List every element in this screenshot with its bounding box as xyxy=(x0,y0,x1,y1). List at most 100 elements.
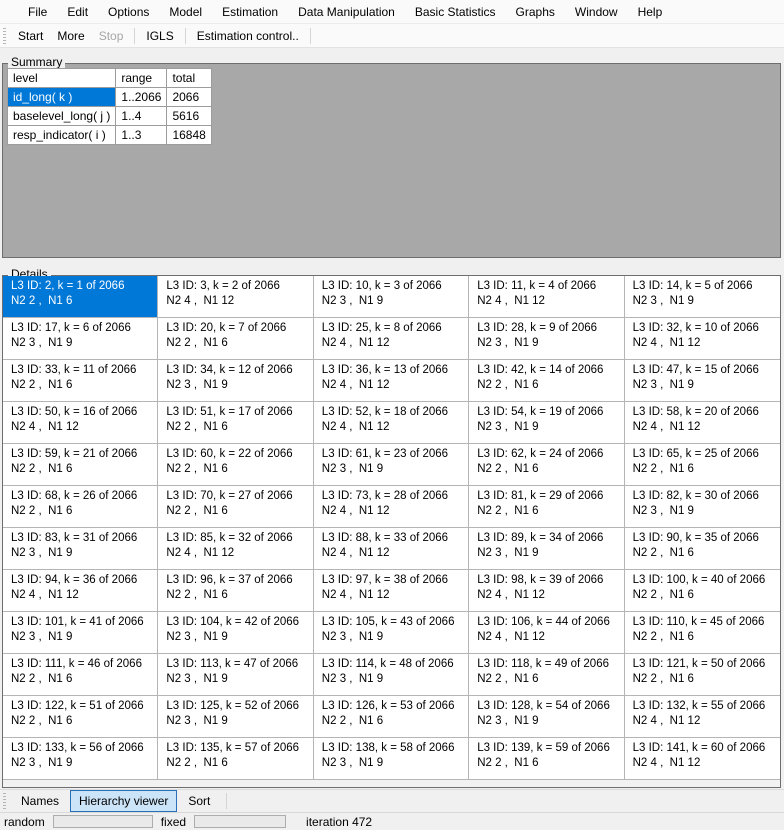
detail-cell-n-text: N2 4 , N1 12 xyxy=(632,715,701,727)
summary-cell-range[interactable]: 1..4 xyxy=(115,106,168,126)
detail-cell[interactable]: L3 ID: 100, k = 40 of 2066 N2 2 , N1 6 xyxy=(624,570,780,612)
menu-item-data-manipulation[interactable]: Data Manipulation xyxy=(298,4,395,19)
detail-cell[interactable]: L3 ID: 52, k = 18 of 2066 N2 4 , N1 12 xyxy=(313,402,470,444)
summary-row-id-long-k[interactable]: id_long( k ) 1..2066 2066 xyxy=(6,87,212,107)
detail-cell[interactable]: L3 ID: 68, k = 26 of 2066 N2 2 , N1 6 xyxy=(3,486,159,528)
detail-cell[interactable]: L3 ID: 88, k = 33 of 2066 N2 4 , N1 12 xyxy=(313,528,470,570)
detail-cell[interactable]: L3 ID: 105, k = 43 of 2066 N2 3 , N1 9 xyxy=(313,612,470,654)
detail-cell[interactable]: L3 ID: 59, k = 21 of 2066 N2 2 , N1 6 xyxy=(3,444,159,486)
detail-cell[interactable]: L3 ID: 83, k = 31 of 2066 N2 3 , N1 9 xyxy=(3,528,159,570)
summary-row-baselevel-long-j[interactable]: baselevel_long( j ) 1..4 5616 xyxy=(6,106,212,126)
stop-button: Stop xyxy=(98,28,124,43)
menu-item-estimation[interactable]: Estimation xyxy=(222,4,279,19)
detail-cell[interactable]: L3 ID: 11, k = 4 of 2066 N2 4 , N1 12 xyxy=(469,276,625,318)
detail-cell[interactable]: L3 ID: 82, k = 30 of 2066 N2 3 , N1 9 xyxy=(624,486,780,528)
menu-item-options[interactable]: Options xyxy=(108,4,150,19)
detail-cell[interactable]: L3 ID: 2, k = 1 of 2066 N2 2 , N1 6 xyxy=(3,276,159,318)
tab-hierarchy-viewer[interactable]: Hierarchy viewer xyxy=(70,790,178,812)
detail-cell[interactable]: L3 ID: 122, k = 51 of 2066 N2 2 , N1 6 xyxy=(3,696,159,738)
detail-cell[interactable]: L3 ID: 133, k = 56 of 2066 N2 3 , N1 9 xyxy=(3,738,159,780)
detail-cell[interactable]: L3 ID: 89, k = 34 of 2066 N2 3 , N1 9 xyxy=(469,528,625,570)
detail-cell[interactable]: L3 ID: 128, k = 54 of 2066 N2 3 , N1 9 xyxy=(469,696,625,738)
detail-cell[interactable]: L3 ID: 104, k = 42 of 2066 N2 3 , N1 9 xyxy=(158,612,314,654)
detail-cell[interactable]: L3 ID: 14, k = 5 of 2066 N2 3 , N1 9 xyxy=(624,276,780,318)
detail-cell[interactable]: L3 ID: 111, k = 46 of 2066 N2 2 , N1 6 xyxy=(3,654,159,696)
start-button[interactable]: Start xyxy=(18,28,44,43)
detail-cell[interactable]: L3 ID: 70, k = 27 of 2066 N2 2 , N1 6 xyxy=(158,486,314,528)
summary-cell-range[interactable]: 1..2066 xyxy=(115,87,168,107)
detail-cell[interactable]: L3 ID: 94, k = 36 of 2066 N2 4 , N1 12 xyxy=(3,570,159,612)
estimation-control-button[interactable]: Estimation control.. xyxy=(196,28,299,43)
menu-item-help[interactable]: Help xyxy=(637,4,663,19)
detail-cell[interactable]: L3 ID: 3, k = 2 of 2066 N2 4 , N1 12 xyxy=(158,276,314,318)
detail-cell-n-text: N2 3 , N1 9 xyxy=(166,715,228,727)
detail-cell[interactable]: L3 ID: 126, k = 53 of 2066 N2 2 , N1 6 xyxy=(313,696,470,738)
detail-cell[interactable]: L3 ID: 25, k = 8 of 2066 N2 4 , N1 12 xyxy=(313,318,470,360)
detail-cell[interactable]: L3 ID: 101, k = 41 of 2066 N2 3 , N1 9 xyxy=(3,612,159,654)
tab-sort[interactable]: Sort xyxy=(188,794,211,808)
igls-button[interactable]: IGLS xyxy=(146,28,174,43)
detail-cell[interactable]: L3 ID: 138, k = 58 of 2066 N2 3 , N1 9 xyxy=(313,738,470,780)
summary-cell-total[interactable]: 16848 xyxy=(166,125,212,145)
detail-cell[interactable]: L3 ID: 98, k = 39 of 2066 N2 4 , N1 12 xyxy=(469,570,625,612)
detail-cell[interactable]: L3 ID: 97, k = 38 of 2066 N2 4 , N1 12 xyxy=(313,570,470,612)
detail-cell-n-text: N2 4 , N1 12 xyxy=(477,589,545,601)
detail-cell[interactable]: L3 ID: 17, k = 6 of 2066 N2 3 , N1 9 xyxy=(3,318,159,360)
detail-cell[interactable]: L3 ID: 96, k = 37 of 2066 N2 2 , N1 6 xyxy=(158,570,314,612)
detail-cell[interactable]: L3 ID: 28, k = 9 of 2066 N2 3 , N1 9 xyxy=(469,318,625,360)
detail-cell-id-text: L3 ID: 132, k = 55 of 2066 xyxy=(632,700,766,712)
detail-cell-n-text: N2 2 , N1 6 xyxy=(632,547,694,559)
detail-cell[interactable]: L3 ID: 106, k = 44 of 2066 N2 4 , N1 12 xyxy=(469,612,625,654)
summary-cell-total[interactable]: 5616 xyxy=(166,106,212,126)
detail-cell[interactable]: L3 ID: 125, k = 52 of 2066 N2 3 , N1 9 xyxy=(158,696,314,738)
detail-cell[interactable]: L3 ID: 132, k = 55 of 2066 N2 4 , N1 12 xyxy=(624,696,780,738)
summary-cell-range[interactable]: 1..3 xyxy=(115,125,168,145)
detail-cell-id-text: L3 ID: 82, k = 30 of 2066 xyxy=(632,490,759,502)
detail-cell[interactable]: L3 ID: 51, k = 17 of 2066 N2 2 , N1 6 xyxy=(158,402,314,444)
detail-cell[interactable]: L3 ID: 110, k = 45 of 2066 N2 2 , N1 6 xyxy=(624,612,780,654)
tab-names[interactable]: Names xyxy=(21,794,60,808)
detail-cell[interactable]: L3 ID: 141, k = 60 of 2066 N2 4 , N1 12 xyxy=(624,738,780,780)
detail-cell[interactable]: L3 ID: 33, k = 11 of 2066 N2 2 , N1 6 xyxy=(3,360,159,402)
summary-row-resp-indicator-i[interactable]: resp_indicator( i ) 1..3 16848 xyxy=(6,125,212,145)
detail-cell[interactable]: L3 ID: 58, k = 20 of 2066 N2 4 , N1 12 xyxy=(624,402,780,444)
summary-cell-level[interactable]: baselevel_long( j ) xyxy=(6,106,117,126)
detail-cell[interactable]: L3 ID: 81, k = 29 of 2066 N2 2 , N1 6 xyxy=(469,486,625,528)
summary-cell-level[interactable]: id_long( k ) xyxy=(6,87,117,107)
detail-cell[interactable]: L3 ID: 50, k = 16 of 2066 N2 4 , N1 12 xyxy=(3,402,159,444)
detail-cell[interactable]: L3 ID: 113, k = 47 of 2066 N2 3 , N1 9 xyxy=(158,654,314,696)
menu-item-model[interactable]: Model xyxy=(169,4,203,19)
summary-cell-total[interactable]: 2066 xyxy=(166,87,212,107)
detail-cell[interactable]: L3 ID: 47, k = 15 of 2066 N2 3 , N1 9 xyxy=(624,360,780,402)
detail-cell[interactable]: L3 ID: 20, k = 7 of 2066 N2 2 , N1 6 xyxy=(158,318,314,360)
detail-cell[interactable]: L3 ID: 118, k = 49 of 2066 N2 2 , N1 6 xyxy=(469,654,625,696)
detail-cell[interactable]: L3 ID: 62, k = 24 of 2066 N2 2 , N1 6 xyxy=(469,444,625,486)
detail-cell[interactable]: L3 ID: 90, k = 35 of 2066 N2 2 , N1 6 xyxy=(624,528,780,570)
detail-cell[interactable]: L3 ID: 73, k = 28 of 2066 N2 4 , N1 12 xyxy=(313,486,470,528)
menu-item-window[interactable]: Window xyxy=(574,4,618,19)
detail-cell-n-text: N2 4 , N1 12 xyxy=(321,379,390,391)
detail-cell[interactable]: L3 ID: 36, k = 13 of 2066 N2 4 , N1 12 xyxy=(313,360,470,402)
detail-cell[interactable]: L3 ID: 60, k = 22 of 2066 N2 2 , N1 6 xyxy=(158,444,314,486)
menu-item-edit[interactable]: Edit xyxy=(67,4,89,19)
detail-cell[interactable]: L3 ID: 135, k = 57 of 2066 N2 2 , N1 6 xyxy=(158,738,314,780)
more-button[interactable]: More xyxy=(57,28,85,43)
menu-item-basic-statistics[interactable]: Basic Statistics xyxy=(414,4,496,19)
detail-cell[interactable]: L3 ID: 34, k = 12 of 2066 N2 3 , N1 9 xyxy=(158,360,314,402)
detail-cell[interactable]: L3 ID: 85, k = 32 of 2066 N2 4 , N1 12 xyxy=(158,528,314,570)
detail-cell-n-text: N2 3 , N1 9 xyxy=(477,421,539,433)
detail-cell[interactable]: L3 ID: 10, k = 3 of 2066 N2 3 , N1 9 xyxy=(313,276,470,318)
detail-cell[interactable]: L3 ID: 54, k = 19 of 2066 N2 3 , N1 9 xyxy=(469,402,625,444)
detail-cell[interactable]: L3 ID: 42, k = 14 of 2066 N2 2 , N1 6 xyxy=(469,360,625,402)
summary-cell-level[interactable]: resp_indicator( i ) xyxy=(6,125,117,145)
detail-cell-n-text: N2 3 , N1 9 xyxy=(477,715,539,727)
detail-cell[interactable]: L3 ID: 139, k = 59 of 2066 N2 2 , N1 6 xyxy=(469,738,625,780)
menu-item-graphs[interactable]: Graphs xyxy=(515,4,555,19)
menu-item-file[interactable]: File xyxy=(28,4,48,19)
detail-cell[interactable]: L3 ID: 121, k = 50 of 2066 N2 2 , N1 6 xyxy=(624,654,780,696)
detail-cell[interactable]: L3 ID: 65, k = 25 of 2066 N2 2 , N1 6 xyxy=(624,444,780,486)
detail-cell-n-text: N2 2 , N1 6 xyxy=(477,463,539,475)
detail-cell[interactable]: L3 ID: 114, k = 48 of 2066 N2 3 , N1 9 xyxy=(313,654,470,696)
detail-cell[interactable]: L3 ID: 61, k = 23 of 2066 N2 3 , N1 9 xyxy=(313,444,470,486)
detail-cell[interactable]: L3 ID: 32, k = 10 of 2066 N2 4 , N1 12 xyxy=(624,318,780,360)
